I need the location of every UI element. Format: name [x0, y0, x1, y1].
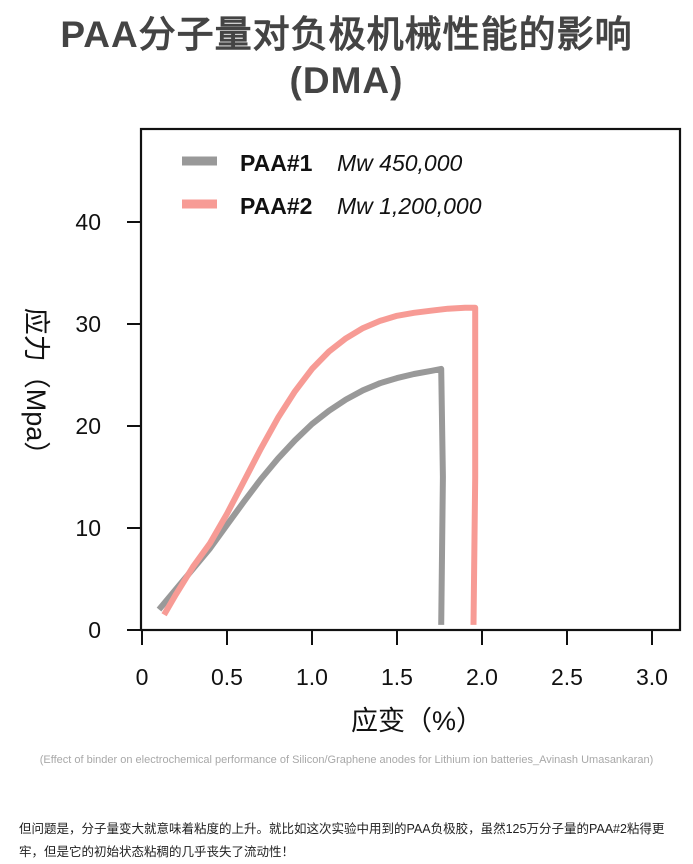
figure-caption: (Effect of binder on electrochemical per… — [39, 754, 654, 766]
series-group — [156, 304, 479, 625]
x-tick-label: 1.0 — [296, 664, 328, 690]
article-paragraph: 但问题是，分子量变大就意味着粘度的上升。就比如这次实验中用到的PAA负极胶，虽然… — [19, 822, 665, 859]
legend: PAA#1 Mw 450,000 PAA#2 Mw 1,200,000 — [182, 150, 482, 219]
y-tick-label: 20 — [75, 413, 101, 439]
chart-title-line-1: PAA分子量对负极机械性能的影响 — [60, 14, 633, 55]
y-tick-label: 30 — [75, 311, 101, 337]
legend-label-paa1: PAA#1 — [240, 150, 313, 176]
x-tick-label: 3.0 — [636, 664, 668, 690]
y-axis: 0 10 20 30 40 — [75, 209, 141, 643]
x-axis: 0 0.5 1.0 1.5 2.0 2.5 3.0 — [136, 630, 668, 690]
series-line-paa1 — [156, 365, 446, 625]
x-tick-label: 1.5 — [381, 664, 413, 690]
legend-label-paa2: PAA#2 — [240, 193, 312, 219]
legend-detail-paa2: Mw 1,200,000 — [337, 193, 482, 219]
chart-area: 0 10 20 30 40 0 0.5 1.0 1.5 2.0 2.5 3.0 PAA#1 Mw 4… — [21, 127, 682, 736]
y-tick-label: 40 — [75, 209, 101, 235]
x-tick-label: 0 — [136, 664, 149, 690]
plot-frame — [139, 127, 682, 632]
chart-title-line-2: (DMA) — [289, 60, 404, 101]
y-tick-label: 0 — [88, 617, 101, 643]
series-line-paa2 — [161, 304, 479, 625]
y-tick-label: 10 — [75, 515, 101, 541]
legend-detail-paa1: Mw 450,000 — [337, 150, 463, 176]
x-axis-label: 应变（%） — [351, 706, 483, 736]
x-tick-label: 0.5 — [211, 664, 243, 690]
y-axis-label: 应力（Mpa） — [21, 308, 51, 469]
x-tick-label: 2.5 — [551, 664, 583, 690]
x-tick-label: 2.0 — [466, 664, 498, 690]
